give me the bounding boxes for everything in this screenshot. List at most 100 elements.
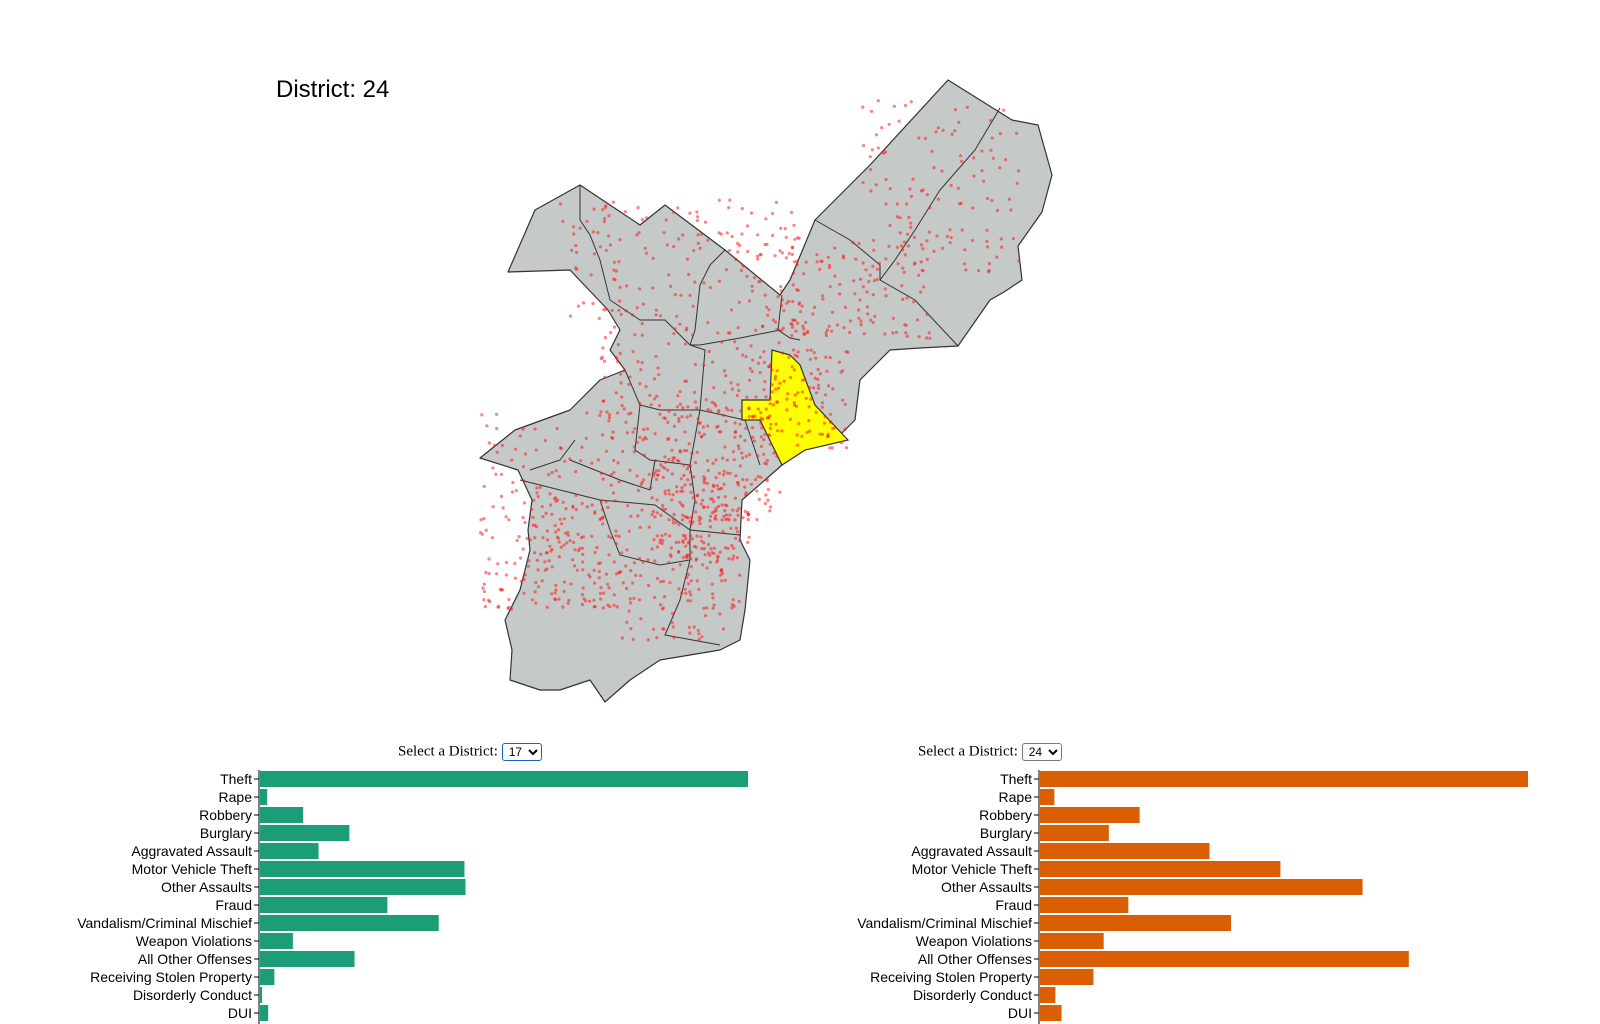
crime-point — [733, 518, 737, 522]
crime-point — [792, 318, 796, 322]
crime-point — [812, 386, 816, 390]
crime-point — [743, 439, 747, 443]
crime-point — [730, 387, 735, 391]
crime-point — [609, 331, 613, 335]
crime-point — [682, 473, 686, 477]
category-label: Motor Vehicle Theft — [912, 861, 1032, 877]
crime-point — [768, 402, 772, 406]
crime-point — [599, 586, 603, 590]
crime-point — [645, 427, 650, 431]
category-label: Robbery — [199, 807, 252, 823]
crime-point — [756, 475, 760, 479]
crime-point — [740, 232, 744, 236]
crime-point — [702, 363, 706, 367]
crime-point — [824, 331, 828, 335]
crime-point — [841, 398, 845, 402]
crime-point — [598, 517, 602, 522]
crime-point — [658, 314, 663, 318]
crime-point — [682, 449, 686, 453]
crime-point — [788, 417, 793, 421]
crime-point — [852, 279, 856, 283]
crime-point — [666, 468, 670, 472]
crime-point — [865, 290, 869, 294]
crime-point — [732, 458, 736, 462]
crime-point — [641, 302, 646, 306]
crime-point — [693, 280, 697, 284]
crime-point — [615, 572, 619, 576]
crime-point — [636, 360, 640, 364]
crime-point — [655, 636, 659, 640]
bar — [260, 843, 319, 859]
crime-point — [677, 237, 681, 241]
left-district-dropdown[interactable]: 17 — [501, 743, 542, 761]
crime-point — [867, 280, 871, 284]
crime-point — [785, 301, 789, 305]
crime-point — [919, 243, 924, 247]
crime-point — [991, 156, 995, 160]
crime-point — [722, 482, 726, 486]
crime-point — [700, 498, 705, 502]
crime-point — [702, 481, 707, 485]
crime-point — [671, 493, 675, 497]
crime-point — [635, 474, 639, 478]
bar — [1040, 771, 1528, 787]
crime-point — [797, 302, 801, 306]
crime-point — [683, 430, 687, 434]
crime-point — [558, 517, 562, 521]
crime-point — [618, 351, 622, 355]
right-district-dropdown[interactable]: 24 — [1021, 743, 1062, 761]
crime-point — [482, 484, 486, 488]
crime-point — [857, 241, 861, 246]
crime-point — [822, 421, 827, 425]
crime-point — [716, 504, 721, 508]
crime-point — [661, 627, 665, 631]
crime-point — [651, 474, 656, 478]
crime-point — [589, 273, 593, 277]
crime-point — [562, 543, 566, 547]
crime-point — [746, 249, 750, 254]
crime-point — [700, 547, 704, 551]
crime-point — [629, 514, 633, 518]
crime-point — [639, 617, 643, 621]
crime-point — [686, 553, 690, 557]
crime-point — [479, 531, 483, 535]
crime-point — [536, 494, 540, 499]
crime-point — [655, 498, 659, 502]
crime-point — [650, 496, 654, 500]
crime-point — [597, 316, 601, 320]
crime-point — [671, 456, 675, 460]
crime-point — [932, 249, 936, 253]
crime-point — [677, 587, 681, 591]
crime-point — [659, 603, 663, 607]
crime-point — [871, 264, 875, 268]
crime-point — [640, 480, 644, 484]
crime-point — [813, 376, 817, 380]
crime-point — [737, 389, 741, 393]
crime-point — [988, 118, 993, 122]
crime-point — [759, 475, 763, 479]
crime-point — [887, 244, 891, 248]
crime-point — [650, 513, 654, 517]
crime-point — [730, 544, 734, 548]
crime-point — [628, 601, 633, 605]
crime-point — [544, 551, 549, 555]
crime-point — [823, 415, 827, 419]
crime-point — [553, 597, 557, 601]
crime-point — [957, 120, 961, 124]
crime-point — [612, 260, 617, 264]
crime-point — [686, 572, 691, 577]
crime-point — [714, 506, 718, 510]
category-label: All Other Offenses — [138, 951, 252, 967]
crime-point — [995, 255, 999, 259]
crime-point — [671, 625, 675, 629]
crime-point — [708, 553, 712, 557]
crime-point — [874, 183, 878, 187]
crime-point — [687, 442, 691, 446]
crime-point — [638, 401, 642, 406]
crime-point — [808, 429, 812, 433]
crime-point — [733, 421, 737, 425]
crime-point — [841, 254, 846, 258]
crime-point — [777, 341, 781, 345]
crime-point — [738, 464, 743, 468]
crime-point — [748, 367, 752, 371]
